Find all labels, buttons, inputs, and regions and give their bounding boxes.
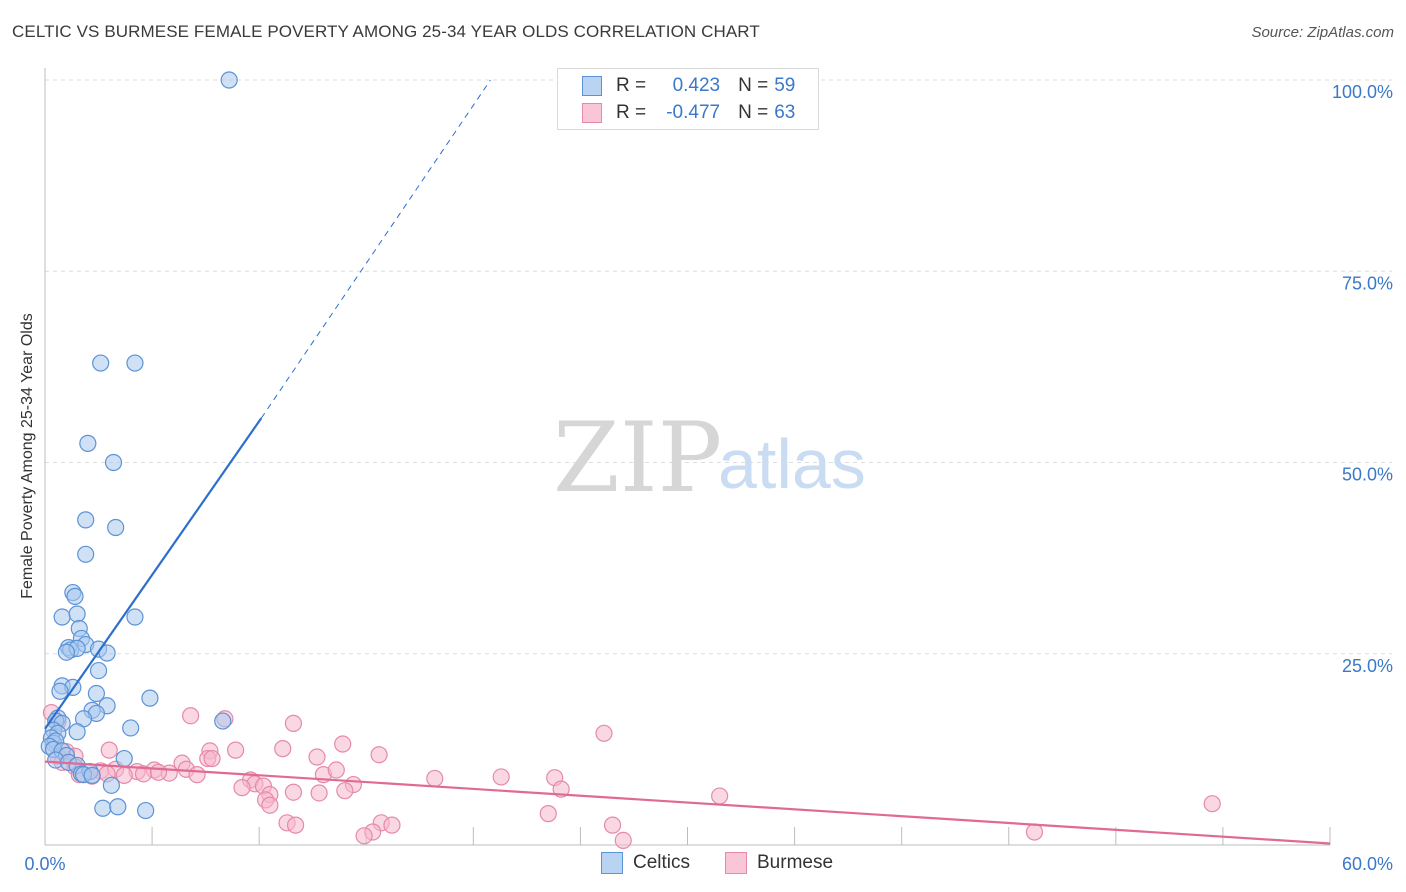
burmese-point bbox=[233, 779, 251, 797]
celtics-point bbox=[122, 719, 140, 737]
celtics-point bbox=[115, 749, 133, 768]
r-value: -0.477 bbox=[666, 102, 721, 123]
n-value: 59 bbox=[774, 75, 796, 96]
r-label: R = bbox=[616, 102, 647, 123]
celtics-point bbox=[126, 354, 144, 372]
burmese-trend-line bbox=[44, 760, 1331, 845]
grid-layer bbox=[45, 79, 1392, 655]
celtics-swatch bbox=[582, 76, 602, 96]
celtics-point bbox=[107, 518, 125, 537]
celtics-point bbox=[126, 608, 144, 626]
celtics-point bbox=[68, 723, 86, 741]
burmese-point bbox=[308, 748, 326, 766]
series-legend: Celtics Burmese bbox=[0, 852, 1406, 876]
source-credit: Source: ZipAtlas.com bbox=[1251, 24, 1394, 41]
celtics-point bbox=[94, 799, 112, 817]
celtics-point bbox=[89, 661, 108, 680]
burmese-point bbox=[261, 796, 279, 814]
celtics-point bbox=[68, 605, 86, 623]
celtics-point bbox=[220, 71, 238, 89]
burmese-point bbox=[1203, 795, 1221, 813]
celtics-trend-extension bbox=[260, 79, 491, 419]
celtics-point bbox=[98, 644, 116, 662]
n-label: N = bbox=[738, 75, 769, 96]
watermark: ZIP atlas bbox=[553, 402, 866, 514]
burmese-point bbox=[286, 816, 305, 834]
burmese-point bbox=[203, 749, 221, 768]
n-value: 63 bbox=[774, 102, 796, 123]
burmese-point bbox=[595, 724, 613, 742]
burmese-point bbox=[327, 761, 345, 779]
burmese-point bbox=[711, 787, 729, 805]
y-tick-label: 25.0% bbox=[1342, 656, 1393, 676]
r-value: 0.423 bbox=[672, 75, 721, 96]
y-tick-label: 75.0% bbox=[1342, 273, 1393, 293]
burmese-point bbox=[274, 740, 292, 758]
celtics-point bbox=[137, 801, 155, 820]
celtics-point bbox=[214, 712, 232, 730]
burmese-legend-label: Burmese bbox=[757, 852, 834, 873]
burmese-point bbox=[284, 783, 303, 801]
burmese-point bbox=[1025, 823, 1044, 841]
burmese-point bbox=[149, 763, 168, 781]
burmese-point bbox=[284, 714, 303, 732]
burmese-swatch bbox=[582, 103, 602, 123]
legend-row-burmese: R = -0.477 N = 63 bbox=[582, 101, 795, 125]
burmese-point bbox=[227, 741, 245, 759]
n-label: N = bbox=[738, 102, 769, 123]
celtics-point bbox=[141, 689, 159, 707]
tick-label-layer: 100.0% 75.0% 50.0% 25.0% 0.0% 60.0% bbox=[24, 82, 1393, 874]
celtics-point bbox=[92, 354, 110, 372]
burmese-legend-swatch bbox=[725, 852, 747, 874]
burmese-point bbox=[100, 741, 118, 759]
legend-item-burmese[interactable]: Burmese bbox=[725, 852, 833, 874]
x-tick-label: 0.0% bbox=[24, 854, 65, 874]
burmese-point bbox=[539, 805, 557, 823]
points-layer bbox=[40, 71, 1221, 850]
celtics-legend-label: Celtics bbox=[633, 852, 691, 873]
celtics-point bbox=[57, 643, 76, 661]
celtics-point bbox=[104, 453, 123, 472]
celtics-point bbox=[77, 545, 95, 563]
burmese-point bbox=[182, 707, 200, 725]
y-tick-label: 100.0% bbox=[1332, 82, 1393, 102]
celtics-point bbox=[51, 682, 69, 700]
correlation-legend: R = 0.423 N = 59 R = -0.477 N = 63 bbox=[557, 68, 819, 130]
celtics-point bbox=[66, 587, 84, 605]
burmese-point bbox=[336, 782, 354, 800]
burmese-point bbox=[310, 784, 328, 802]
celtics-point bbox=[53, 608, 71, 626]
watermark-atlas: atlas bbox=[718, 425, 866, 503]
celtics-point bbox=[87, 684, 106, 703]
celtics-trend-line bbox=[44, 417, 263, 730]
burmese-point bbox=[355, 827, 373, 845]
celtics-point bbox=[77, 511, 95, 529]
legend-item-celtics[interactable]: Celtics bbox=[601, 852, 690, 874]
x-tick-label: 60.0% bbox=[1342, 854, 1393, 874]
burmese-point bbox=[370, 746, 388, 764]
burmese-point bbox=[383, 816, 401, 834]
legend-row-celtics: R = 0.423 N = 59 bbox=[582, 74, 795, 98]
burmese-point bbox=[334, 735, 352, 753]
celtics-point bbox=[102, 776, 120, 794]
celtics-point bbox=[109, 798, 127, 816]
burmese-point bbox=[614, 831, 632, 850]
celtics-point bbox=[83, 766, 101, 784]
burmese-point bbox=[492, 768, 510, 786]
burmese-point bbox=[188, 766, 206, 784]
celtics-point bbox=[79, 434, 97, 452]
y-tick-label: 50.0% bbox=[1342, 465, 1393, 485]
celtics-legend-swatch bbox=[601, 852, 623, 874]
chart-title: CELTIC VS BURMESE FEMALE POVERTY AMONG 2… bbox=[12, 22, 760, 41]
watermark-zip: ZIP bbox=[553, 402, 722, 514]
r-label: R = bbox=[616, 75, 647, 96]
burmese-point bbox=[603, 816, 622, 834]
trend-layer bbox=[44, 79, 1331, 845]
burmese-point bbox=[426, 769, 444, 788]
